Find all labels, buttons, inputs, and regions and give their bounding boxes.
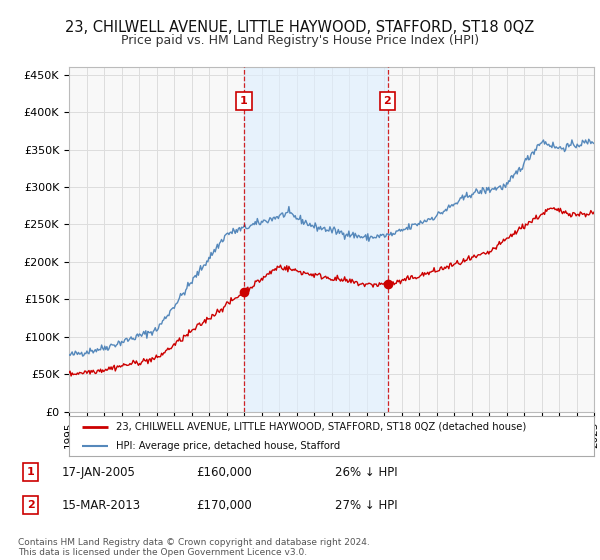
- Bar: [244, 67, 388, 412]
- Text: 1: 1: [240, 96, 248, 106]
- Text: 27% ↓ HPI: 27% ↓ HPI: [335, 498, 397, 512]
- Text: 23, CHILWELL AVENUE, LITTLE HAYWOOD, STAFFORD, ST18 0QZ: 23, CHILWELL AVENUE, LITTLE HAYWOOD, STA…: [65, 20, 535, 35]
- Text: 2: 2: [383, 96, 391, 106]
- Text: 2: 2: [26, 500, 34, 510]
- Text: Price paid vs. HM Land Registry's House Price Index (HPI): Price paid vs. HM Land Registry's House …: [121, 34, 479, 46]
- Text: 23, CHILWELL AVENUE, LITTLE HAYWOOD, STAFFORD, ST18 0QZ (detached house): 23, CHILWELL AVENUE, LITTLE HAYWOOD, STA…: [116, 422, 527, 432]
- Text: Contains HM Land Registry data © Crown copyright and database right 2024.
This d: Contains HM Land Registry data © Crown c…: [18, 538, 370, 557]
- Text: £170,000: £170,000: [197, 498, 253, 512]
- Text: £160,000: £160,000: [197, 465, 253, 479]
- Text: 26% ↓ HPI: 26% ↓ HPI: [335, 465, 397, 479]
- Text: 15-MAR-2013: 15-MAR-2013: [61, 498, 140, 512]
- Text: 1: 1: [26, 467, 34, 477]
- Text: 17-JAN-2005: 17-JAN-2005: [61, 465, 135, 479]
- Text: HPI: Average price, detached house, Stafford: HPI: Average price, detached house, Staf…: [116, 441, 341, 450]
